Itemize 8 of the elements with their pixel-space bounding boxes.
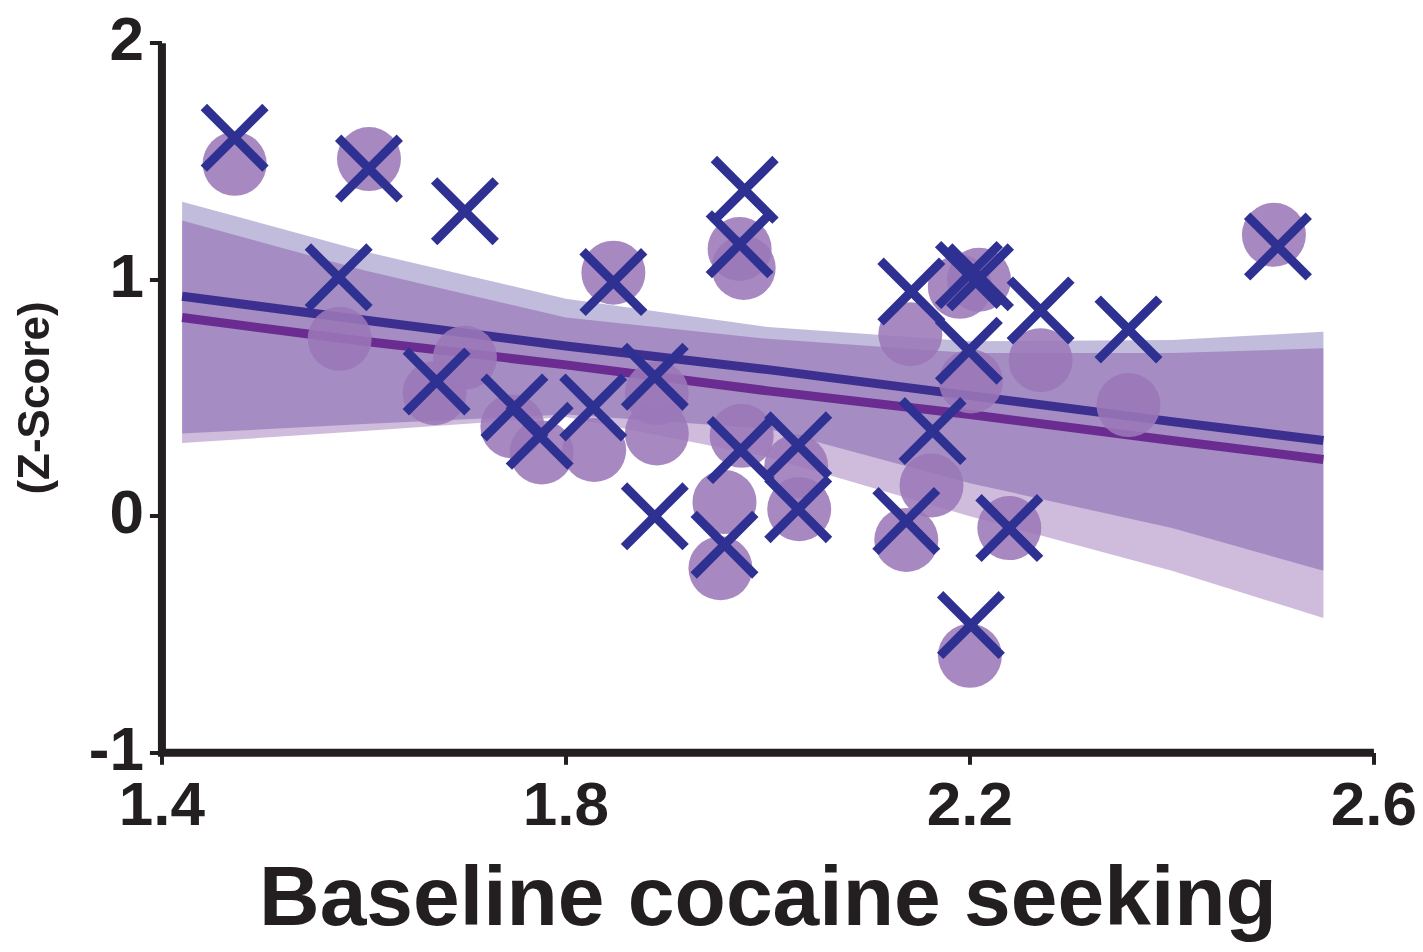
y-tick-label: 1 xyxy=(109,240,144,310)
x-tick-label: 1.8 xyxy=(522,769,610,839)
x-tick-label: 2.6 xyxy=(1330,769,1418,839)
x-tick-label: 2.2 xyxy=(926,769,1014,839)
y-tick-label: 0 xyxy=(109,477,144,547)
y-tick-label: 2 xyxy=(109,4,144,74)
y-axis-title: (Z-Score) xyxy=(8,301,58,495)
x-axis-title: Baseline cocaine seeking xyxy=(258,848,1277,943)
